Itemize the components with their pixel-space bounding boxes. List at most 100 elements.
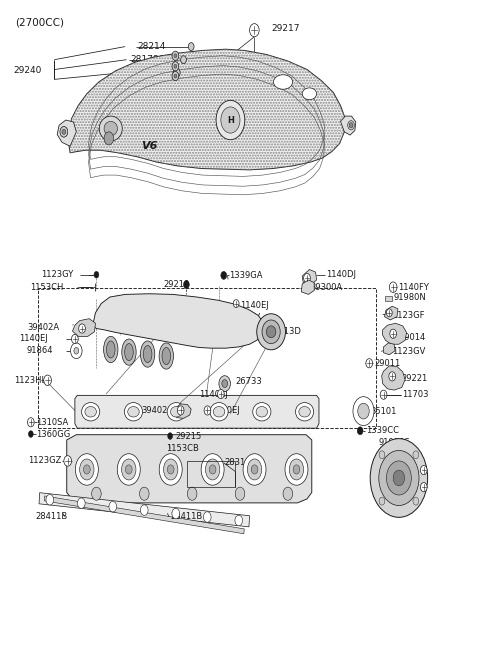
Text: 1140DJ: 1140DJ: [326, 270, 356, 279]
Ellipse shape: [159, 343, 173, 369]
Ellipse shape: [104, 122, 118, 136]
Ellipse shape: [299, 407, 311, 417]
Circle shape: [250, 24, 259, 37]
Circle shape: [386, 461, 411, 495]
Ellipse shape: [167, 403, 185, 421]
Polygon shape: [383, 323, 407, 344]
Circle shape: [420, 466, 427, 475]
Text: 29217: 29217: [271, 24, 300, 33]
Circle shape: [174, 74, 177, 78]
Text: 39402A: 39402A: [27, 323, 59, 332]
Text: 28177D: 28177D: [124, 68, 160, 78]
Circle shape: [46, 495, 54, 505]
Circle shape: [77, 498, 85, 509]
Circle shape: [370, 439, 428, 517]
Circle shape: [420, 483, 427, 491]
Circle shape: [389, 372, 396, 381]
Circle shape: [188, 43, 194, 51]
Circle shape: [27, 418, 34, 427]
Circle shape: [358, 403, 369, 419]
Circle shape: [349, 123, 353, 128]
Circle shape: [386, 309, 392, 317]
Polygon shape: [75, 396, 319, 428]
Text: 1153CH: 1153CH: [30, 283, 64, 292]
Ellipse shape: [210, 403, 228, 421]
Ellipse shape: [122, 339, 136, 365]
Circle shape: [235, 487, 245, 500]
Polygon shape: [57, 120, 76, 147]
Text: 1123GY: 1123GY: [41, 270, 73, 279]
Text: 29240: 29240: [13, 66, 42, 76]
Polygon shape: [382, 366, 405, 390]
Circle shape: [104, 132, 114, 145]
Ellipse shape: [302, 88, 317, 100]
Circle shape: [204, 512, 211, 522]
Ellipse shape: [75, 454, 98, 485]
Circle shape: [172, 51, 179, 60]
Ellipse shape: [82, 403, 100, 421]
Ellipse shape: [124, 403, 143, 421]
Circle shape: [379, 451, 419, 505]
Text: 29014: 29014: [399, 332, 425, 342]
Text: 1310SA: 1310SA: [36, 418, 69, 427]
Text: 91980N: 91980N: [393, 293, 426, 302]
Circle shape: [413, 497, 419, 505]
Text: 35101: 35101: [370, 407, 396, 416]
Text: 28214: 28214: [137, 42, 166, 51]
Text: 29215: 29215: [175, 432, 202, 441]
Ellipse shape: [209, 465, 216, 474]
Text: 29011: 29011: [374, 359, 400, 368]
Polygon shape: [93, 294, 264, 348]
Text: 91980V: 91980V: [228, 313, 260, 322]
Circle shape: [379, 497, 385, 505]
Circle shape: [357, 427, 363, 435]
Circle shape: [172, 62, 179, 71]
Circle shape: [180, 56, 186, 64]
Circle shape: [174, 54, 177, 58]
Ellipse shape: [243, 454, 266, 485]
Text: 11703: 11703: [402, 390, 428, 399]
Ellipse shape: [85, 407, 96, 417]
Text: 28411B: 28411B: [36, 512, 68, 521]
Circle shape: [304, 273, 311, 283]
Circle shape: [72, 334, 78, 344]
Circle shape: [217, 390, 224, 399]
Circle shape: [74, 348, 79, 354]
Text: 91864: 91864: [26, 346, 53, 355]
Circle shape: [216, 101, 245, 140]
Ellipse shape: [266, 326, 276, 338]
Circle shape: [172, 72, 179, 81]
Ellipse shape: [253, 403, 271, 421]
Ellipse shape: [125, 465, 132, 474]
Ellipse shape: [168, 465, 174, 474]
Text: 1123GF: 1123GF: [392, 311, 425, 320]
Text: 1140FY: 1140FY: [398, 283, 429, 292]
Text: 29221: 29221: [402, 374, 428, 383]
Circle shape: [348, 121, 354, 130]
Ellipse shape: [285, 454, 308, 485]
Ellipse shape: [144, 346, 152, 363]
Text: (2700CC): (2700CC): [15, 18, 64, 28]
Ellipse shape: [247, 459, 262, 480]
Ellipse shape: [125, 344, 133, 361]
Circle shape: [187, 487, 197, 500]
Text: 1140EJ: 1140EJ: [199, 390, 228, 399]
Bar: [385, 296, 392, 301]
Text: 1123GV: 1123GV: [392, 347, 426, 356]
Circle shape: [28, 431, 33, 438]
Ellipse shape: [296, 403, 314, 421]
Circle shape: [62, 129, 66, 135]
Circle shape: [221, 107, 240, 133]
Ellipse shape: [117, 454, 140, 485]
Bar: [38, 288, 376, 428]
Ellipse shape: [257, 314, 286, 350]
Text: 28310: 28310: [225, 459, 251, 467]
Polygon shape: [39, 493, 250, 527]
Text: 1140EJ: 1140EJ: [240, 301, 269, 310]
Ellipse shape: [121, 459, 136, 480]
Text: V6: V6: [141, 141, 157, 151]
Circle shape: [233, 300, 239, 307]
Circle shape: [141, 505, 148, 515]
Text: 29210: 29210: [163, 280, 190, 289]
Polygon shape: [67, 435, 312, 503]
